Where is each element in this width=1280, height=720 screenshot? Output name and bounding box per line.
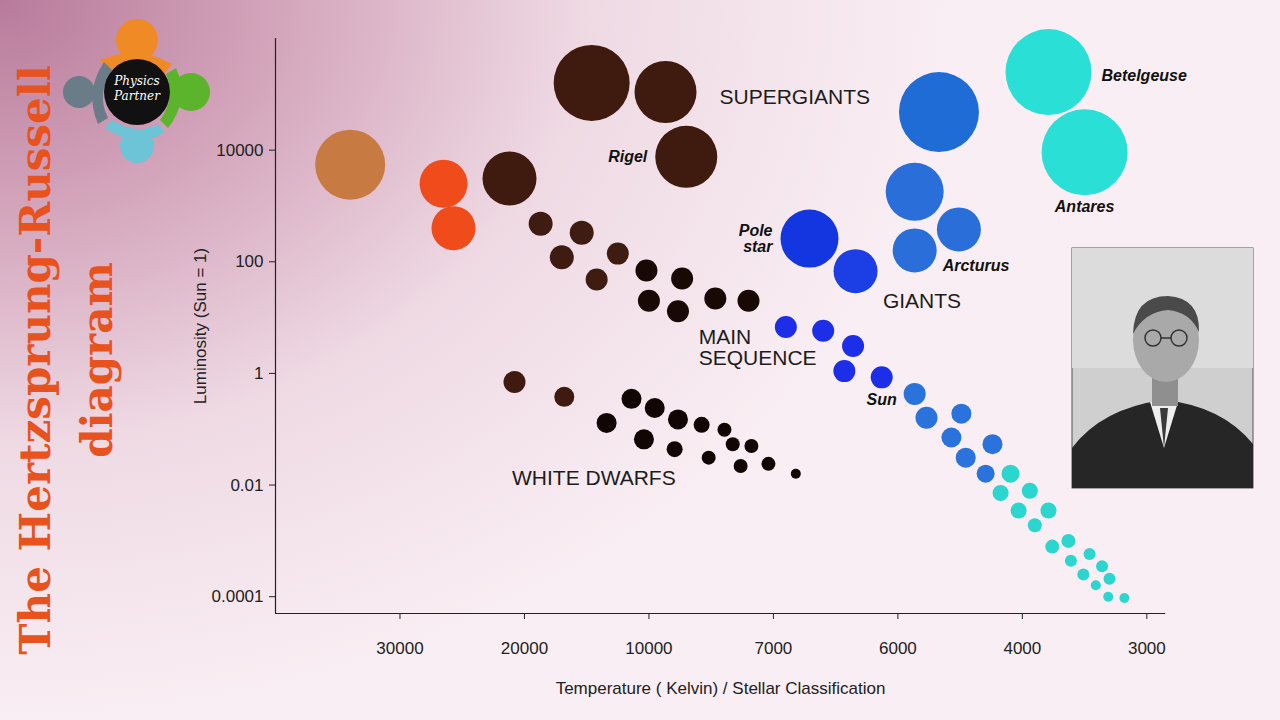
svg-text:WHITE DWARFS: WHITE DWARFS — [512, 466, 676, 489]
svg-text:Luminosity (Sun = 1): Luminosity (Sun = 1) — [191, 248, 210, 404]
svg-text:MAINSEQUENCE: MAINSEQUENCE — [699, 325, 817, 369]
svg-text:SUPERGIANTS: SUPERGIANTS — [719, 85, 870, 108]
svg-text:Polestar: Polestar — [739, 222, 774, 255]
svg-text:10000: 10000 — [216, 141, 263, 160]
svg-text:The Hertzsprung-Russell: The Hertzsprung-Russell — [11, 65, 60, 654]
svg-text:10000: 10000 — [625, 639, 672, 658]
svg-text:4000: 4000 — [1003, 639, 1041, 658]
svg-text:3000: 3000 — [1128, 639, 1166, 658]
svg-text:0.01: 0.01 — [230, 475, 263, 494]
svg-text:6000: 6000 — [879, 639, 917, 658]
svg-text:Sun: Sun — [867, 391, 897, 408]
svg-text:Physics: Physics — [113, 74, 159, 88]
svg-text:GIANTS: GIANTS — [883, 289, 961, 312]
svg-text:Antares: Antares — [1054, 198, 1115, 215]
svg-text:Partner: Partner — [113, 89, 161, 103]
svg-text:7000: 7000 — [754, 639, 792, 658]
svg-text:Arcturus: Arcturus — [942, 257, 1010, 274]
svg-text:30000: 30000 — [376, 639, 423, 658]
svg-text:diagram: diagram — [73, 262, 122, 458]
svg-text:Temperature ( Kelvin) / Stella: Temperature ( Kelvin) / Stellar Classifi… — [556, 679, 886, 698]
svg-text:100: 100 — [235, 252, 263, 271]
svg-text:Rigel: Rigel — [608, 148, 648, 165]
svg-text:Betelgeuse: Betelgeuse — [1101, 67, 1186, 84]
svg-text:0.0001: 0.0001 — [212, 587, 264, 606]
svg-text:20000: 20000 — [501, 639, 548, 658]
svg-text:1: 1 — [254, 364, 263, 383]
